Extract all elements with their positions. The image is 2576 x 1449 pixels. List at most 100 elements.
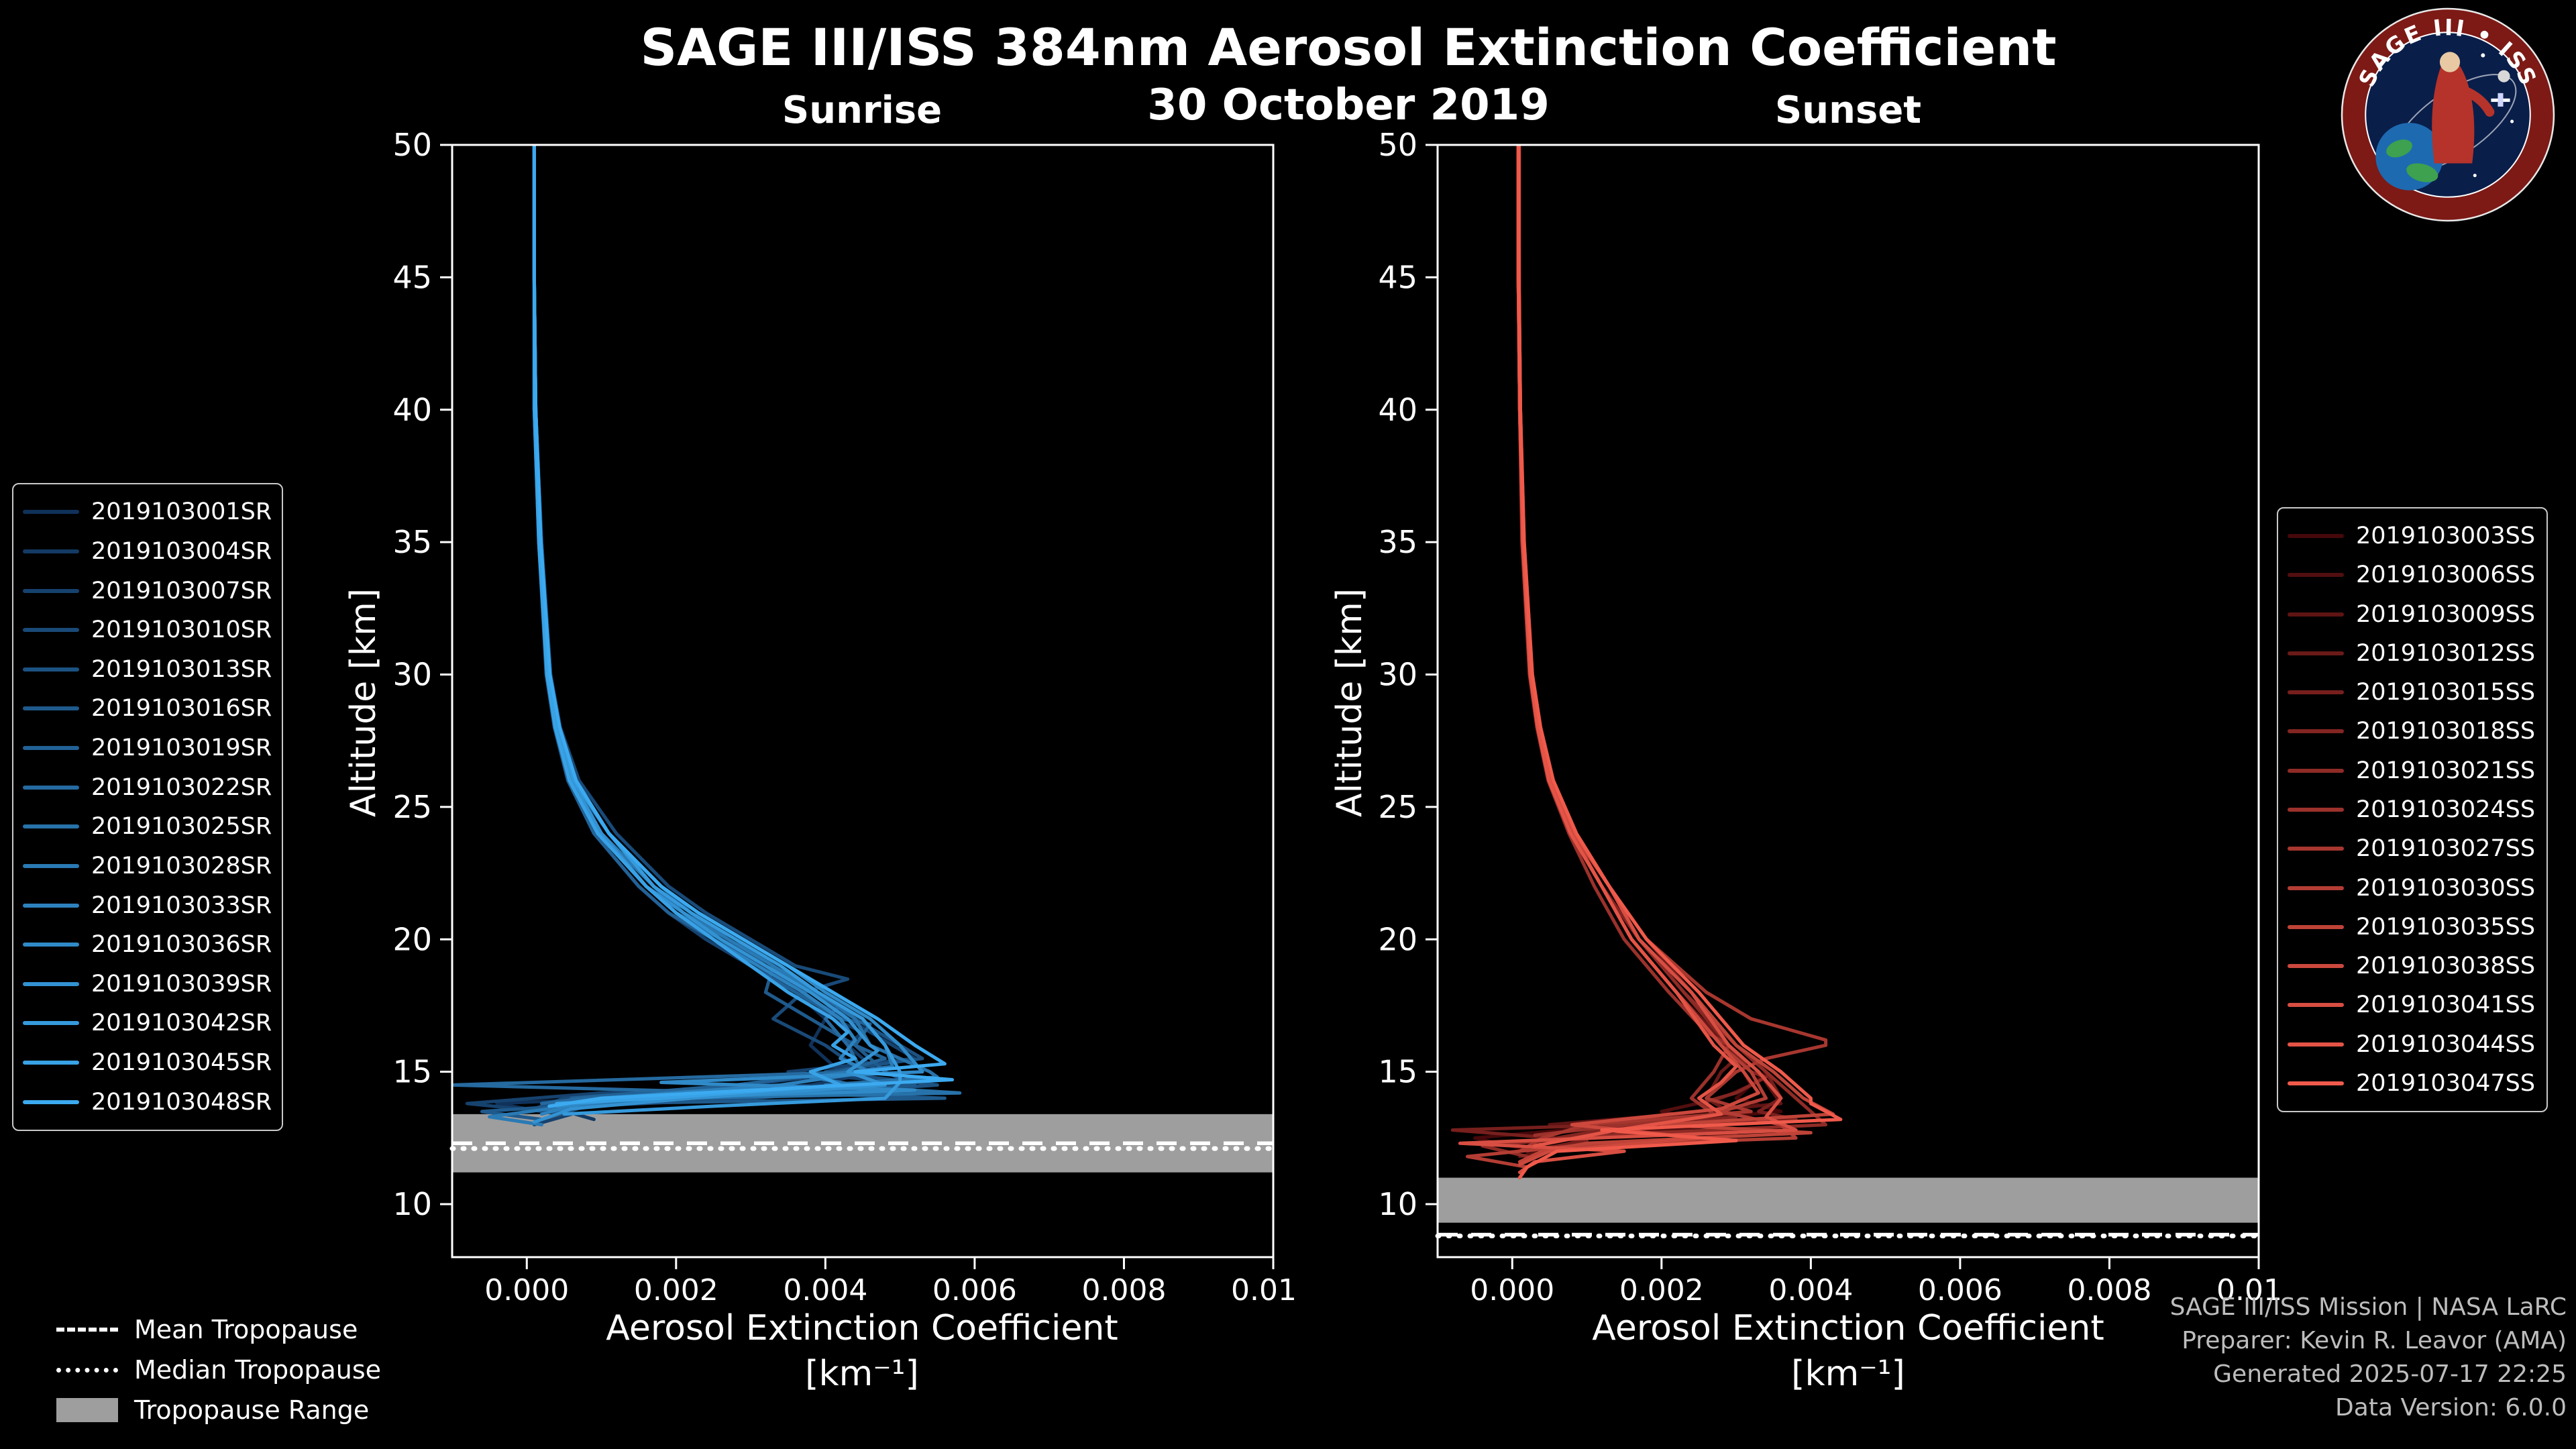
legend-item: 2019103028SR <box>23 853 272 879</box>
sunset-plot: 0.000 0.002 0.004 0.006 0.008 0.010 10 15 20 25 30… <box>1378 128 2283 1307</box>
series-color-swatch <box>2288 690 2344 695</box>
series-label: 2019103025SR <box>91 813 272 841</box>
y-tick-label: 15 <box>1378 1054 1417 1090</box>
legend-item: 2019103003SS <box>2288 523 2537 549</box>
x-axis-unit-sunrise: [km⁻¹] <box>805 1354 919 1394</box>
series-color-swatch <box>2288 1081 2344 1085</box>
legend-item: 2019103045SR <box>23 1049 272 1076</box>
x-tick-label: 0.006 <box>1918 1273 2002 1307</box>
series-label: 2019103016SR <box>91 695 272 722</box>
series-color-swatch <box>23 903 79 908</box>
profile-line-2019103022SR <box>452 145 865 1106</box>
series-color-swatch <box>23 510 79 515</box>
x-axis-label-sunrise: Aerosol Extinction Coefficient <box>606 1308 1118 1348</box>
profile-line-2019103048SR <box>532 145 954 1108</box>
x-tick-label: 0.010 <box>1231 1273 1297 1307</box>
x-axis-unit-sunset: [km⁻¹] <box>1791 1354 1905 1394</box>
series-color-swatch <box>2288 885 2344 890</box>
gray-patch-swatch <box>56 1398 118 1422</box>
logo-star <box>2473 174 2477 178</box>
y-tick-label: 50 <box>1378 128 1417 163</box>
y-axis-label-sunrise: Altitude [km] <box>343 588 384 817</box>
series-label: 2019103013SR <box>91 655 272 683</box>
profile-line-2019103035SS <box>1516 145 1835 1164</box>
series-label: 2019103036SR <box>91 931 272 959</box>
legend-item: 2019103021SS <box>2288 757 2537 784</box>
series-label: 2019103021SS <box>2356 757 2536 784</box>
legend-item: 2019103033SR <box>23 892 272 919</box>
logo-iss-satellite <box>2491 93 2510 107</box>
y-axis-label-sunset: Altitude [km] <box>1330 588 1370 817</box>
profile-line-2019103033SR <box>532 145 872 1116</box>
x-tick-label: 0.004 <box>783 1273 867 1307</box>
series-label: 2019103010SR <box>91 616 272 644</box>
series-color-swatch <box>23 943 79 947</box>
series-color-swatch <box>2288 964 2344 969</box>
legend-item: 2019103048SR <box>23 1089 272 1116</box>
series-label: 2019103033SR <box>91 892 272 919</box>
series-color-swatch <box>23 863 79 868</box>
series-color-swatch <box>2288 612 2344 616</box>
legend-item: 2019103016SR <box>23 695 272 722</box>
mean-tropopause-label: Mean Tropopause <box>134 1315 358 1344</box>
series-label: 2019103048SR <box>91 1088 272 1116</box>
logo-earth-land <box>2406 163 2438 182</box>
series-label: 2019103039SR <box>91 970 272 998</box>
legend-item: 2019103010SR <box>23 616 272 643</box>
x-tick-label: 0.000 <box>484 1273 569 1307</box>
series-label: 2019103042SR <box>91 1010 272 1037</box>
profile-line-2019103015SS <box>1450 145 1798 1153</box>
series-label: 2019103044SS <box>2356 1030 2536 1058</box>
series-color-swatch <box>23 1099 79 1104</box>
y-tick-label: 25 <box>392 789 432 825</box>
profile-line-2019103047SS <box>1517 145 1843 1180</box>
series-color-swatch <box>23 981 79 986</box>
profile-line-2019103010SR <box>532 145 865 1111</box>
series-label: 2019103007SR <box>91 577 272 604</box>
series-color-swatch <box>2288 573 2344 578</box>
profile-line-2019103027SS <box>1517 145 1828 1153</box>
series-color-swatch <box>23 588 79 593</box>
x-tick-label: 0.008 <box>2067 1273 2151 1307</box>
profile-line-2019103036SR <box>532 145 924 1108</box>
legend-item: 2019103024SS <box>2288 796 2537 823</box>
mission-credit: SAGE III/ISS Mission | NASA LaRC <box>2169 1293 2567 1321</box>
sunset-event-legend: 2019103003SS 2019103006SS 2019103009SS 2019… <box>2277 507 2548 1112</box>
legend-item: 2019103025SR <box>23 813 272 840</box>
series-color-swatch <box>2288 1003 2344 1008</box>
profile-line-2019103028SR <box>488 145 894 1127</box>
series-label: 2019103004SR <box>91 537 272 565</box>
series-color-swatch <box>2288 651 2344 655</box>
legend-item: 2019103022SR <box>23 774 272 801</box>
y-tick-label: 10 <box>392 1186 432 1222</box>
legend-item: 2019103018SS <box>2288 718 2537 745</box>
x-tick-label: 0.010 <box>2216 1273 2283 1307</box>
profile-line-2019103021SS <box>1481 145 1828 1159</box>
series-color-swatch <box>23 1061 79 1065</box>
series-label: 2019103035SS <box>2356 913 2536 941</box>
profile-line-2019103038SS <box>1516 145 1760 1167</box>
tropopause-range-band <box>1438 1177 2259 1223</box>
series-label: 2019103001SR <box>91 498 272 526</box>
legend-item: 2019103015SS <box>2288 679 2537 706</box>
series-color-swatch <box>2288 729 2344 734</box>
series-color-swatch <box>2288 534 2344 539</box>
series-color-swatch <box>23 1021 79 1026</box>
legend-item: 2019103035SS <box>2288 914 2537 941</box>
logo-star <box>2510 119 2514 123</box>
x-tick-label: 0.002 <box>634 1273 718 1307</box>
y-tick-label: 25 <box>1378 789 1417 825</box>
y-tick-label: 20 <box>392 921 432 957</box>
series-label: 2019103022SR <box>91 773 272 801</box>
y-tick-label: 20 <box>1378 921 1417 957</box>
y-tick-label: 45 <box>1378 259 1417 295</box>
series-color-swatch <box>2288 847 2344 851</box>
legend-item: 2019103041SS <box>2288 991 2537 1018</box>
x-tick-label: 0.006 <box>932 1273 1017 1307</box>
series-label: 2019103019SR <box>91 735 272 762</box>
panel-title-sunset: Sunset <box>1774 89 1922 132</box>
sunrise-plot: 0.000 0.002 0.004 0.006 0.008 0.010 10 15 20 25 30… <box>392 128 1297 1307</box>
logo-figure-arm <box>2455 84 2495 117</box>
y-tick-label: 15 <box>392 1054 432 1090</box>
generated-timestamp: Generated 2025-07-17 22:25 <box>2213 1360 2567 1388</box>
